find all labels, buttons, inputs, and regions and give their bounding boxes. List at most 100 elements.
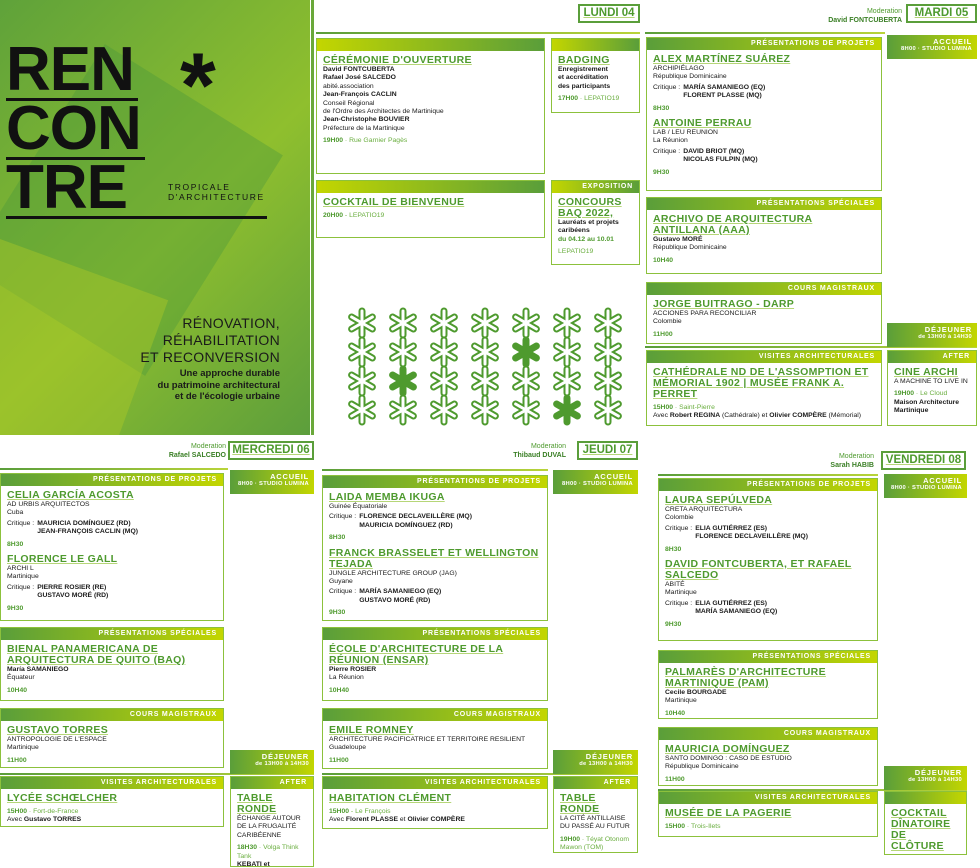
text-line: caribéens (558, 227, 590, 235)
event-title[interactable]: FLORENCE LE GALL (7, 553, 118, 566)
event-card[interactable]: PRÉSENTATIONS DE PROJETS LAIDA MEMBA IKUG… (322, 475, 548, 621)
event-title[interactable]: JORGE BUITRAGO - DARP (653, 298, 795, 310)
event-title[interactable]: CONCOURS BAQ 2022, (558, 196, 622, 219)
event-card[interactable]: COURS MAGISTRAUX JORGE BUITRAGO - DARP ACC… (646, 282, 882, 344)
text-line: abité.association (323, 82, 374, 90)
moderator-name: Sarah HABIB (830, 461, 874, 469)
tag-title: ACCUEIL (933, 37, 972, 46)
event-card[interactable]: VISITES ARCHITECTURALES HABITATION CLÉMEN… (322, 776, 548, 829)
event-title[interactable]: CINE ARCHI (894, 366, 958, 378)
event-card[interactable]: VISITES ARCHITECTURALES LYCÉE SCHŒLCHER 15… (0, 776, 224, 827)
event-card[interactable]: VISITES ARCHITECTURALES CATHÉDRALE ND DE … (646, 350, 882, 426)
event-card[interactable]: PRÉSENTATIONS DE PROJETS ALEX MARTÍNEZ SU… (646, 37, 882, 191)
text-line: LA CITÉ ANTILLAISE (560, 815, 626, 822)
event-card[interactable]: COCKTAIL DÎNATOIRE DE CLÔTURE20H00 · LEP… (884, 791, 967, 855)
event-title[interactable]: LYCÉE SCHŒLCHER (7, 792, 118, 804)
event-title[interactable]: GUSTAVO TORRES (7, 724, 109, 736)
asterisk-icon (512, 336, 540, 368)
text-line: Gustavo MORÉ (653, 236, 703, 243)
moderation-label: Moderation (530, 443, 566, 450)
event-card[interactable]: CÉRÉMONIE D'OUVERTURE David FONTCUBERTA Ra… (316, 38, 545, 174)
event-body: CATHÉDRALE ND DE L'ASSOMPTION ET MÉMORIA… (647, 363, 881, 425)
moderation-label: Moderation (838, 453, 874, 460)
event-title[interactable]: FRANCK BRASSELET ET WELLINGTON TEJADA (329, 546, 539, 570)
divider (645, 32, 885, 34)
event-title[interactable]: COCKTAIL DE BIENVENUE (323, 196, 465, 208)
tag-title: DÉJEUNER (924, 325, 972, 334)
text-line: et accréditation (558, 74, 609, 82)
event-title[interactable]: CATHÉDRALE ND DE L'ASSOMPTION ET MÉMORIA… (653, 366, 869, 400)
event-time: LEPATIO19 (558, 248, 633, 256)
event-card[interactable]: COURS MAGISTRAUX EMILE ROMNEY ARCHITECTURE… (322, 708, 548, 769)
event-title[interactable]: ANTOINE PERRAU (653, 117, 752, 130)
event-title[interactable]: HABITATION CLÉMENT (329, 792, 452, 804)
accueil-tag: ACCUEIL 8H00 · STUDIO LUMINA (887, 35, 977, 59)
text-segment: Avec (653, 412, 670, 420)
event-title[interactable]: LAIDA MEMBA IKUGA (329, 491, 445, 503)
time: 8H30 (329, 534, 346, 542)
event-category (317, 181, 544, 193)
event-title[interactable]: ÉCOLE D'ARCHITECTURE DE LA RÉUNION (ENSA… (329, 643, 504, 666)
event-card[interactable]: PRÉSENTATIONS DE PROJETS LAURA SEPÚLVEDA C… (658, 478, 878, 641)
location: · Volga Think Tank (237, 844, 299, 860)
event-time: 11H00 (653, 331, 875, 339)
event-card[interactable]: COURS MAGISTRAUX MAURICIA DOMÍNGUEZ SANTO … (658, 727, 878, 786)
event-card[interactable]: PRÉSENTATIONS SPÉCIALES ARCHIVO DE ARQUIT… (646, 197, 882, 274)
event-title[interactable]: BADGING (558, 54, 610, 66)
event-title[interactable]: MAURICIA DOMÍNGUEZ (665, 743, 790, 755)
critic-name: MAURICIA DOMÍNGUEZ (RD) (359, 521, 453, 529)
event-title[interactable]: COCKTAIL DÎNATOIRE DE CLÔTURE (891, 807, 951, 852)
divider (658, 789, 967, 791)
headline: ET RECONVERSION (140, 349, 280, 365)
event-title[interactable]: TABLE RONDE (560, 792, 600, 815)
event-body: LYCÉE SCHŒLCHER 15H00 · Fort-de-France Ave… (1, 789, 223, 826)
moderator-name: Thibaud DUVAL (513, 451, 566, 459)
event-card[interactable]: PRÉSENTATIONS SPÉCIALES PALMARÈS D'ARCHIT… (658, 650, 878, 719)
asterisk-icon (512, 365, 540, 397)
dejeuner-tag: DÉJEUNER de 13H00 à 14H30 (887, 323, 977, 347)
event-card[interactable]: PRÉSENTATIONS SPÉCIALES BIENAL PANAMERICA… (0, 627, 224, 701)
event-entry: HABITATION CLÉMENT 15H00 - Le François Ave… (329, 793, 541, 825)
critique: Critique : ELIA GUTIÉRREZ (ES) MARÍA SAMAN… (665, 600, 871, 617)
event-title[interactable]: CELIA GARCÍA ACOSTA (7, 489, 134, 501)
event-card[interactable]: AFTER TABLE RONDE LA CITÉ ANTILLAISE DU PAS… (553, 776, 638, 853)
text-line: Équateur (7, 674, 35, 682)
asterisk-icon (348, 336, 376, 368)
event-title[interactable]: ALEX MARTÍNEZ SUÁREZ (653, 53, 791, 65)
event-card[interactable]: PRÉSENTATIONS DE PROJETS CELIA GARCÍA ACO… (0, 473, 224, 621)
event-title[interactable]: ARCHIVO DE ARQUITECTURA ANTILLANA (AAA) (653, 213, 813, 236)
event-card[interactable]: PRÉSENTATIONS SPÉCIALES ÉCOLE D'ARCHITECT… (322, 627, 548, 701)
text-line: María SAMANIEGO (7, 666, 69, 673)
event-card[interactable]: VISITES ARCHITECTURALES MUSÉE DE LA PAGER… (658, 791, 878, 837)
event-card[interactable]: BADGING Enregistrement et accréditation des… (551, 38, 640, 113)
event-card[interactable]: COCKTAIL DE BIENVENUE 20H00 - LEPATIO19 (316, 180, 545, 238)
event-title[interactable]: PALMARÈS D'ARCHITECTURE MARTINIQUE (PAM) (665, 666, 826, 689)
event-title[interactable]: DAVID FONTCUBERTA, ET RAFAEL SALCEDO (665, 558, 852, 582)
critique: Critique : MARÍA SAMANIEGO (EQ) FLORENT PL… (653, 84, 875, 101)
event-card[interactable]: AFTER CINE ARCHI A MACHINE TO LIVE IN 19H00… (887, 350, 977, 426)
text-line: République Dominicaine (653, 244, 727, 252)
event-title[interactable]: EMILE ROMNEY (329, 724, 414, 736)
event-card[interactable]: AFTER TABLE RONDE ÉCHANGE AUTOUR DE LA FRUG… (230, 776, 314, 867)
event-title[interactable]: BIENAL PANAMERICANA DE ARQUITECTURA DE Q… (7, 643, 186, 666)
event-entry: TABLE RONDE ÉCHANGE AUTOUR DE LA FRUGALITÉ… (237, 793, 307, 867)
event-card[interactable]: EXPOSITION CONCOURS BAQ 2022, Lauréats et … (551, 180, 640, 265)
accueil-tag: ACCUEIL 8H00 · STUDIO LUMINA (230, 470, 314, 494)
event-card[interactable]: COURS MAGISTRAUX GUSTAVO TORRES ANTROPOLOG… (0, 708, 224, 768)
event-body: ARCHIVO DE ARQUITECTURA ANTILLANA (AAA) G… (647, 210, 881, 272)
event-title[interactable]: TABLE RONDE (237, 792, 277, 815)
event-title[interactable]: LAURA SEPÚLVEDA (665, 494, 773, 506)
event-title[interactable]: MUSÉE DE LA PAGERIE (665, 807, 792, 819)
text-segment: (Cathédrale) et (720, 412, 770, 420)
headline: RÉHABILITATION (162, 332, 280, 348)
dejeuner-tag: DÉJEUNER de 13H00 à 14H30 (884, 766, 967, 790)
event-category: PRÉSENTATIONS SPÉCIALES (659, 651, 877, 663)
critic-name: MARÍA SAMANIEGO (EQ) (683, 83, 766, 91)
day-label: VENDREDI 08 (881, 451, 966, 470)
asterisk-icon (594, 307, 622, 339)
event-title[interactable]: CÉRÉMONIE D'OUVERTURE (323, 54, 472, 66)
critique: Critique : PIERRE ROSIER (RE) GUSTAVO MORÉ… (7, 584, 217, 601)
critic-name: ELIA GUTIÉRREZ (ES) (695, 599, 768, 607)
tag-detail: 8H00 · STUDIO LUMINA (561, 481, 633, 487)
event-time: 19H00 · Téyat Otonom Mawon (TOM) (560, 836, 631, 852)
